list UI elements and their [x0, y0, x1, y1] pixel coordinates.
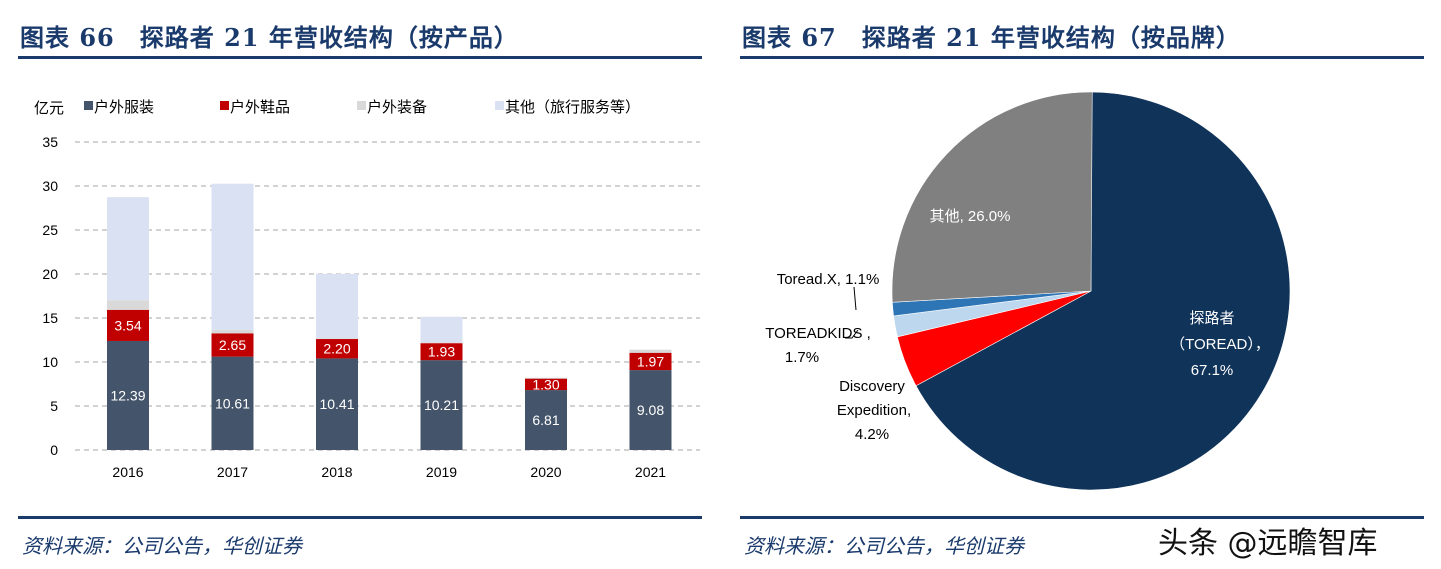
y-tick-label: 0 — [50, 442, 58, 458]
slice-label: Toread.X, 1.1% — [777, 271, 880, 288]
y-tick-label: 30 — [42, 178, 58, 194]
data-label: 1.30 — [532, 376, 559, 392]
legend-label: 户外服装 — [94, 99, 154, 116]
bar-segment — [316, 273, 358, 339]
right-chart-title: 图表 67 探路者 21 年营收结构（按品牌） — [742, 23, 1241, 52]
data-label: 2.65 — [219, 337, 246, 353]
y-tick-label: 5 — [50, 398, 58, 414]
bar-segment — [107, 197, 149, 301]
data-label: 6.81 — [532, 412, 559, 428]
bar-segment — [107, 309, 149, 341]
pie-slice — [915, 91, 1291, 491]
legend-swatch — [495, 101, 504, 110]
bar-segment — [316, 339, 358, 359]
bar-segment — [211, 333, 254, 357]
legend-label: 户外装备 — [367, 99, 427, 116]
legend-swatch — [357, 101, 366, 110]
bar-chart: 0 5 10 15 20 25 30 35 亿元 户外服装 户外鞋品 户外装备 其他（旅行服务等） 12.… — [34, 98, 700, 480]
y-tick-label: 15 — [42, 310, 58, 326]
bar-segment — [420, 360, 463, 450]
right-source-note: 资料来源：公司公告，华创证券 — [744, 534, 1024, 558]
slice-label: 探路者 — [1189, 310, 1234, 327]
slice-label: 其他, 26.0% — [930, 208, 1011, 225]
y-tick-label: 10 — [42, 354, 58, 370]
left-footer-rule — [18, 516, 702, 519]
slice-label: Expedition, — [837, 402, 911, 419]
bar-segment — [420, 343, 463, 361]
slice-label: 67.1% — [1191, 362, 1234, 379]
pie-slice — [891, 91, 1093, 303]
y-tick-label: 35 — [42, 134, 58, 150]
slice-label: Discovery — [839, 378, 905, 395]
legend-label: 其他（旅行服务等） — [505, 98, 640, 116]
data-label: 1.97 — [637, 353, 664, 369]
bar-segment — [316, 338, 358, 340]
y-tick-label: 20 — [42, 266, 58, 282]
legend-label: 户外鞋品 — [230, 99, 290, 116]
bar-segment — [211, 329, 254, 334]
data-label: 1.93 — [428, 344, 455, 360]
watermark: 头条 @远瞻智库 — [1158, 526, 1378, 561]
legend-swatch — [220, 101, 229, 110]
bar-segment — [211, 183, 254, 330]
bar-segment — [420, 342, 463, 344]
right-title-rule — [740, 56, 1424, 59]
data-label: 10.61 — [215, 395, 250, 411]
bar-segment — [525, 378, 567, 391]
x-tick-label: 2018 — [321, 464, 352, 480]
right-footer-rule — [740, 516, 1424, 519]
data-label: 12.39 — [110, 387, 145, 403]
slice-label: TOREADKIDS , — [765, 325, 871, 342]
bar-segment — [525, 390, 567, 450]
left-title-rule — [18, 56, 702, 59]
slice-label: （TOREAD）， — [1170, 336, 1270, 353]
y-axis-unit: 亿元 — [34, 100, 64, 117]
bar-segment — [525, 377, 567, 379]
bar-segment — [107, 340, 149, 450]
data-label: 2.20 — [323, 341, 350, 357]
x-tick-label: 2021 — [635, 464, 666, 480]
left-source-note: 资料来源：公司公告，华创证券 — [22, 534, 302, 558]
leader-line — [845, 329, 859, 339]
slice-label: 4.2% — [855, 426, 889, 443]
data-label: 3.54 — [114, 317, 141, 333]
data-label: 9.08 — [637, 402, 664, 418]
data-label: 10.41 — [319, 396, 354, 412]
bar-segment — [629, 352, 672, 371]
bar-segment — [629, 349, 672, 353]
bar-segment — [211, 356, 254, 450]
slice-label: 1.7% — [785, 349, 819, 366]
bar-segment — [629, 370, 672, 450]
bar-segment — [107, 300, 149, 310]
x-tick-label: 2020 — [530, 464, 561, 480]
pie-chart: 探路者 （TOREAD）， 67.1% 其他, 26.0% Toread.X, 1.1%… — [765, 91, 1291, 491]
x-tick-label: 2016 — [112, 464, 143, 480]
x-tick-label: 2019 — [426, 464, 457, 480]
data-label: 10.21 — [424, 397, 459, 413]
x-tick-label: 2017 — [217, 464, 248, 480]
y-tick-label: 25 — [42, 222, 58, 238]
bar-segment — [316, 358, 358, 450]
legend-swatch — [84, 101, 93, 110]
bar-segment — [420, 316, 463, 343]
left-chart-title: 图表 66 探路者 21 年营收结构（按产品） — [20, 23, 519, 52]
leader-line — [853, 286, 857, 311]
